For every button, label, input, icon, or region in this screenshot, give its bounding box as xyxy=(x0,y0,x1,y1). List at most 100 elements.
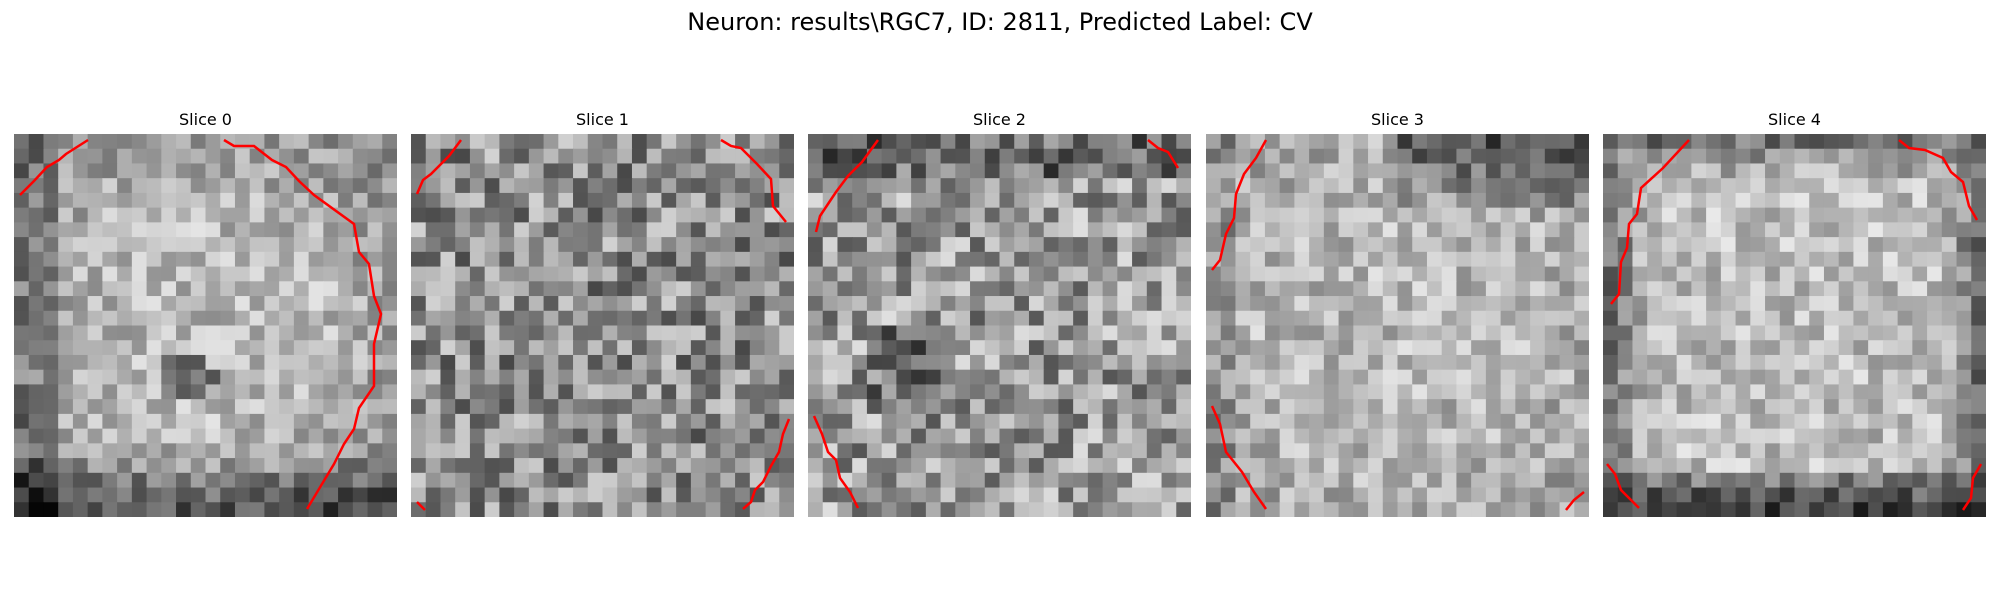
image-pixel xyxy=(676,266,692,282)
image-pixel xyxy=(514,399,530,415)
image-pixel xyxy=(1102,192,1118,209)
image-pixel xyxy=(558,472,574,489)
image-pixel xyxy=(940,134,956,150)
image-pixel xyxy=(1382,502,1399,517)
image-pixel xyxy=(1868,134,1884,150)
image-pixel xyxy=(469,487,486,503)
image-pixel xyxy=(87,148,103,165)
image-pixel xyxy=(14,148,30,165)
image-pixel xyxy=(1838,369,1855,386)
image-pixel xyxy=(940,325,956,341)
image-pixel xyxy=(1382,296,1399,312)
image-pixel xyxy=(602,354,618,371)
image-pixel xyxy=(514,487,530,503)
image-pixel xyxy=(1323,192,1340,209)
image-pixel xyxy=(1102,502,1118,517)
image-pixel xyxy=(1264,369,1281,386)
image-pixel xyxy=(1853,310,1869,327)
image-pixel xyxy=(1368,384,1384,400)
image-pixel xyxy=(234,266,251,282)
image-pixel xyxy=(249,487,266,503)
image-pixel xyxy=(940,296,956,312)
image-pixel xyxy=(234,148,251,165)
image-pixel xyxy=(1559,487,1575,503)
image-pixel xyxy=(1617,134,1634,150)
image-pixel xyxy=(102,340,118,356)
image-pixel xyxy=(1927,369,1943,386)
image-pixel xyxy=(117,472,133,489)
image-pixel xyxy=(190,458,207,474)
image-pixel xyxy=(1956,163,1972,179)
image-pixel xyxy=(1691,281,1707,297)
image-pixel xyxy=(1028,148,1045,165)
image-pixel xyxy=(146,369,162,386)
image-pixel xyxy=(293,310,310,327)
image-pixel xyxy=(528,148,545,165)
image-pixel xyxy=(1161,325,1177,341)
image-pixel xyxy=(1779,310,1796,327)
image-pixel xyxy=(1691,310,1707,327)
image-pixel xyxy=(1838,163,1855,179)
image-pixel xyxy=(1838,502,1855,517)
image-pixel xyxy=(1765,369,1781,386)
image-pixel xyxy=(764,354,780,371)
image-pixel xyxy=(1338,237,1354,253)
image-pixel xyxy=(146,354,162,371)
image-pixel xyxy=(881,207,897,223)
image-pixel xyxy=(146,296,162,312)
image-pixel xyxy=(43,443,59,459)
image-pixel xyxy=(955,266,971,282)
image-pixel xyxy=(1691,192,1707,209)
image-pixel xyxy=(72,458,89,474)
image-pixel xyxy=(1102,487,1118,503)
image-pixel xyxy=(1146,458,1163,474)
image-pixel xyxy=(558,354,574,371)
image-pixel xyxy=(352,443,369,459)
image-pixel xyxy=(1765,266,1781,282)
image-pixel xyxy=(1706,502,1722,517)
image-pixel xyxy=(499,192,515,209)
image-pixel xyxy=(1397,237,1413,253)
image-pixel xyxy=(161,192,177,209)
image-pixel xyxy=(1809,192,1825,209)
image-pixel xyxy=(617,399,633,415)
image-pixel xyxy=(1853,369,1869,386)
image-pixel xyxy=(999,251,1015,268)
image-pixel xyxy=(1485,428,1502,444)
image-pixel xyxy=(955,502,971,517)
image-pixel xyxy=(102,310,118,327)
image-pixel xyxy=(28,134,45,150)
image-pixel xyxy=(1823,222,1840,238)
image-pixel xyxy=(1220,458,1237,474)
image-pixel xyxy=(617,251,633,268)
image-pixel xyxy=(1323,413,1340,430)
image-pixel xyxy=(1574,207,1589,223)
image-pixel xyxy=(367,487,383,503)
image-pixel xyxy=(896,354,912,371)
image-pixel xyxy=(999,443,1015,459)
image-pixel xyxy=(735,134,751,150)
image-pixel xyxy=(646,384,663,400)
image-pixel xyxy=(1220,310,1237,327)
image-pixel xyxy=(837,458,853,474)
image-pixel xyxy=(1485,340,1502,356)
image-pixel xyxy=(205,296,221,312)
image-pixel xyxy=(1309,472,1325,489)
image-pixel xyxy=(220,472,236,489)
image-pixel xyxy=(573,163,589,179)
image-pixel xyxy=(1912,325,1928,341)
image-pixel xyxy=(1058,163,1074,179)
image-pixel xyxy=(1176,134,1191,150)
image-pixel xyxy=(1603,458,1619,474)
image-pixel xyxy=(1412,207,1428,223)
image-pixel xyxy=(866,340,883,356)
image-pixel xyxy=(705,178,721,194)
image-pixel xyxy=(1912,428,1928,444)
image-pixel xyxy=(528,222,545,238)
image-pixel xyxy=(587,325,604,341)
image-pixel xyxy=(984,163,1001,179)
image-pixel xyxy=(1397,148,1413,165)
image-pixel xyxy=(117,134,133,150)
image-pixel xyxy=(161,207,177,223)
image-pixel xyxy=(1530,340,1546,356)
